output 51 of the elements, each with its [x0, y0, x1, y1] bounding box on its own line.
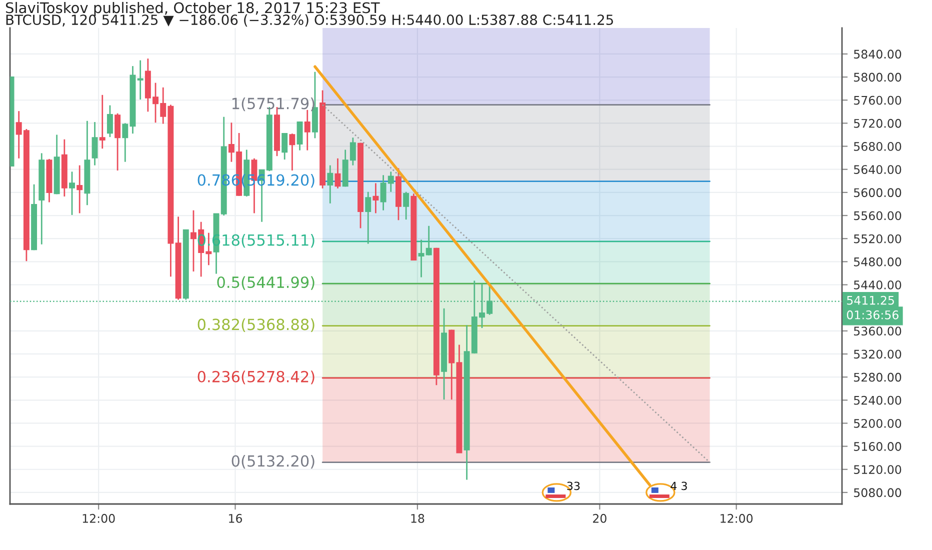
candlestick — [372, 182, 379, 214]
y-tick-label: 5840.00 — [854, 50, 902, 59]
chart-subtitle: BTCUSD, 120 5411.25 ▼ −186.06 (−3.32%) O:5390.59 H:5440.00 L:5387.88 C:5411.25 — [6, 14, 613, 27]
y-tick-label: 5200.00 — [854, 418, 902, 428]
series-label: 0(5132.20) — [232, 454, 314, 469]
candlestick — [69, 170, 75, 216]
candlestick — [92, 121, 98, 166]
series-label: 0.382(5368.88) — [198, 318, 314, 332]
x-tick-label: 16 — [229, 514, 242, 523]
y-tick-label: 5120.00 — [854, 465, 902, 474]
x-tick-label: 12:00 — [82, 514, 115, 523]
y-tick-label: 5080.00 — [854, 488, 902, 498]
candlestick — [327, 164, 334, 204]
candlestick — [137, 60, 144, 100]
y-tick-label: 5240.00 — [854, 396, 902, 405]
candlestick — [418, 239, 424, 278]
annotation: 4 3 — [670, 482, 687, 490]
y-tick-label: 5720.00 — [854, 118, 902, 128]
candlestick — [282, 132, 288, 160]
series-label: 0.5(5441.99) — [217, 276, 314, 290]
ref-line-label: 5411.25 — [847, 296, 894, 305]
candlestick — [99, 94, 106, 150]
annotation: 33 — [567, 482, 580, 490]
candlestick — [114, 112, 121, 172]
y-tick-label: 5600.00 — [854, 188, 902, 198]
text: 01:36:56 — [846, 310, 898, 320]
x-tick-label: 20 — [593, 514, 606, 523]
y-tick-label: 5280.00 — [854, 372, 902, 382]
y-tick-label: 5640.00 — [854, 165, 902, 174]
y-tick-label: 5160.00 — [854, 442, 902, 451]
candlestick — [76, 164, 83, 214]
candlestick — [289, 132, 296, 172]
y-tick-label: 5520.00 — [854, 234, 902, 244]
candlestick — [365, 191, 372, 244]
y-tick-label: 5360.00 — [854, 326, 902, 336]
x-tick-label: 12:00 — [720, 514, 753, 523]
x-tick-label: 18 — [411, 514, 424, 523]
candlestick — [426, 225, 432, 256]
y-tick-label: 5560.00 — [854, 211, 902, 220]
series-label: 0.236(5278.42) — [198, 370, 314, 384]
y-tick-label: 5760.00 — [854, 96, 902, 105]
candlestick — [403, 191, 410, 220]
candlestick — [106, 104, 113, 138]
candlestick — [296, 120, 303, 152]
y-tick-label: 5800.00 — [854, 72, 902, 82]
y-tick-label: 5320.00 — [854, 350, 902, 359]
candlestick — [334, 158, 341, 190]
y-tick-label: 5440.00 — [854, 280, 902, 290]
candlestick — [122, 122, 128, 163]
y-tick-label: 5680.00 — [854, 142, 902, 151]
y-tick-label: 5480.00 — [854, 257, 902, 266]
